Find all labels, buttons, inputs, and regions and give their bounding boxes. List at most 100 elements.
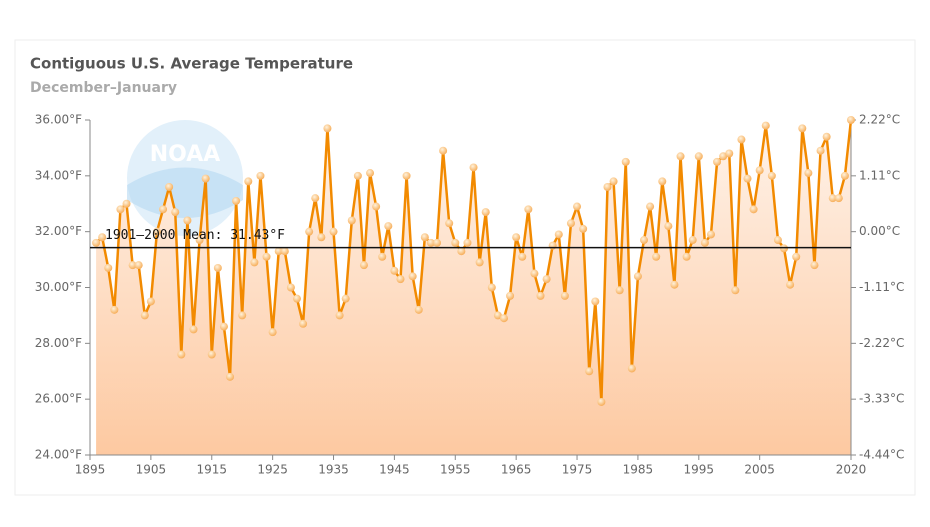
point xyxy=(816,146,825,155)
point xyxy=(232,196,241,205)
y-tick-label: 24.00°F xyxy=(35,448,82,462)
x-tick-label: 1895 xyxy=(75,463,106,477)
x-tick-label: 2005 xyxy=(744,463,775,477)
point xyxy=(499,314,508,323)
point xyxy=(116,205,125,214)
point xyxy=(834,194,843,203)
x-tick-label: 1965 xyxy=(501,463,532,477)
point xyxy=(420,233,429,242)
point xyxy=(445,219,454,228)
point xyxy=(353,171,362,180)
x-tick-label: 1955 xyxy=(440,463,471,477)
point xyxy=(743,174,752,183)
point xyxy=(414,305,423,314)
point xyxy=(591,297,600,306)
point xyxy=(469,163,478,172)
x-tick-label: 1945 xyxy=(379,463,410,477)
point xyxy=(372,202,381,211)
point xyxy=(390,266,399,275)
point xyxy=(579,224,588,233)
y2-tick-label: -3.33°C xyxy=(859,392,904,406)
point xyxy=(670,280,679,289)
point xyxy=(323,124,332,133)
point xyxy=(305,227,314,236)
point xyxy=(286,283,295,292)
point xyxy=(810,261,819,270)
point xyxy=(110,305,119,314)
point xyxy=(299,319,308,328)
point xyxy=(439,146,448,155)
point xyxy=(688,236,697,245)
point xyxy=(152,227,161,236)
x-tick-label: 1905 xyxy=(136,463,167,477)
point xyxy=(280,247,289,256)
logo-wave xyxy=(127,167,243,218)
point xyxy=(159,205,168,214)
y-tick-label: 28.00°F xyxy=(35,336,82,350)
point xyxy=(585,367,594,376)
point xyxy=(798,124,807,133)
y2-tick-label: 1.11°C xyxy=(859,168,900,182)
y2-tick-label: -1.11°C xyxy=(859,280,904,294)
chart-subtitle: December–January xyxy=(30,80,177,96)
point xyxy=(761,121,770,130)
point xyxy=(755,166,764,175)
y-tick-label: 30.00°F xyxy=(35,280,82,294)
point xyxy=(640,236,649,245)
point xyxy=(317,233,326,242)
point xyxy=(633,272,642,281)
point xyxy=(767,171,776,180)
point xyxy=(664,222,673,231)
point xyxy=(627,364,636,373)
point xyxy=(682,252,691,261)
point xyxy=(359,261,368,270)
point xyxy=(749,205,758,214)
y-tick-label: 34.00°F xyxy=(35,168,82,182)
point xyxy=(341,294,350,303)
point xyxy=(195,236,204,245)
point xyxy=(719,152,728,161)
x-tick-label: 1975 xyxy=(562,463,593,477)
point xyxy=(189,325,198,334)
point xyxy=(213,263,222,272)
point xyxy=(603,183,612,191)
point xyxy=(518,252,527,261)
point xyxy=(433,238,442,247)
point xyxy=(104,263,113,272)
point xyxy=(207,350,216,359)
point xyxy=(548,241,557,250)
area xyxy=(96,120,851,455)
point xyxy=(713,157,722,166)
point xyxy=(560,291,569,300)
point xyxy=(92,238,101,247)
point xyxy=(822,132,831,141)
point xyxy=(463,238,472,247)
point xyxy=(128,261,137,270)
point xyxy=(493,311,502,320)
point xyxy=(621,157,630,166)
point xyxy=(676,152,685,161)
logo-text: NOAA xyxy=(150,142,221,167)
point xyxy=(597,397,606,406)
x-tick-label: 1915 xyxy=(196,463,227,477)
point xyxy=(566,219,575,228)
point xyxy=(384,222,393,231)
point xyxy=(792,252,801,261)
x-tick-label: 1935 xyxy=(318,463,349,477)
point xyxy=(646,202,655,211)
point xyxy=(804,169,813,178)
point xyxy=(658,177,667,186)
point xyxy=(524,205,533,214)
point xyxy=(171,208,180,217)
x-tick-label: 1995 xyxy=(684,463,715,477)
point xyxy=(615,286,624,295)
point xyxy=(140,311,149,320)
chart-title: Contiguous U.S. Average Temperature xyxy=(30,55,353,73)
point xyxy=(183,216,192,225)
point xyxy=(226,372,235,381)
point xyxy=(840,171,849,180)
point xyxy=(731,286,740,295)
point xyxy=(506,291,515,300)
point xyxy=(396,275,405,284)
